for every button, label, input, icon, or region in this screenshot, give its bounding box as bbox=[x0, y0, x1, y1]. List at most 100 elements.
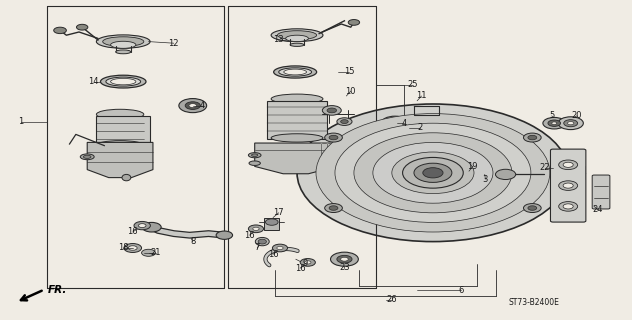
Circle shape bbox=[124, 244, 142, 252]
Circle shape bbox=[348, 20, 360, 25]
Circle shape bbox=[414, 163, 452, 182]
Circle shape bbox=[325, 204, 343, 212]
Ellipse shape bbox=[100, 75, 146, 88]
Circle shape bbox=[337, 255, 352, 263]
Circle shape bbox=[563, 183, 573, 188]
Circle shape bbox=[277, 246, 283, 250]
Text: 9: 9 bbox=[303, 260, 308, 268]
Ellipse shape bbox=[96, 140, 144, 149]
Text: 21: 21 bbox=[151, 248, 161, 257]
Circle shape bbox=[392, 152, 474, 194]
Text: 1: 1 bbox=[18, 117, 23, 126]
Ellipse shape bbox=[274, 66, 317, 78]
Circle shape bbox=[335, 123, 531, 222]
Text: 19: 19 bbox=[468, 162, 478, 171]
Ellipse shape bbox=[284, 69, 307, 75]
Ellipse shape bbox=[258, 239, 266, 244]
Circle shape bbox=[331, 252, 358, 266]
Ellipse shape bbox=[290, 43, 304, 46]
Circle shape bbox=[305, 261, 311, 264]
Circle shape bbox=[322, 106, 341, 115]
Ellipse shape bbox=[116, 50, 131, 54]
Text: 12: 12 bbox=[169, 39, 179, 48]
Circle shape bbox=[558, 117, 583, 130]
Circle shape bbox=[297, 104, 569, 242]
Text: ST73-B2400E: ST73-B2400E bbox=[509, 298, 559, 307]
Circle shape bbox=[543, 117, 566, 129]
Text: 13: 13 bbox=[273, 36, 283, 44]
Ellipse shape bbox=[122, 174, 131, 181]
Ellipse shape bbox=[96, 35, 150, 48]
Circle shape bbox=[564, 120, 578, 127]
Ellipse shape bbox=[83, 155, 91, 158]
Text: 17: 17 bbox=[274, 208, 284, 217]
Circle shape bbox=[316, 114, 550, 232]
Text: 10: 10 bbox=[346, 87, 356, 96]
Circle shape bbox=[552, 122, 557, 124]
Text: 8: 8 bbox=[190, 237, 195, 246]
Circle shape bbox=[253, 227, 259, 230]
Text: 2: 2 bbox=[418, 124, 423, 132]
Circle shape bbox=[138, 224, 146, 228]
Circle shape bbox=[76, 24, 88, 30]
Circle shape bbox=[189, 104, 197, 108]
Polygon shape bbox=[255, 143, 337, 174]
Text: 4: 4 bbox=[402, 119, 407, 128]
Ellipse shape bbox=[111, 41, 136, 48]
Circle shape bbox=[523, 204, 541, 212]
Circle shape bbox=[179, 99, 207, 113]
Ellipse shape bbox=[271, 134, 323, 142]
Ellipse shape bbox=[106, 77, 140, 86]
Circle shape bbox=[559, 181, 578, 190]
Bar bbox=[96, 116, 150, 147]
Text: FR.: FR. bbox=[47, 284, 67, 295]
Text: 23: 23 bbox=[339, 263, 349, 272]
Circle shape bbox=[408, 160, 458, 186]
Circle shape bbox=[142, 249, 155, 256]
Ellipse shape bbox=[249, 161, 260, 165]
Ellipse shape bbox=[252, 154, 258, 156]
Text: 5: 5 bbox=[549, 111, 554, 120]
Circle shape bbox=[134, 221, 150, 230]
Ellipse shape bbox=[277, 31, 317, 40]
Circle shape bbox=[403, 157, 463, 188]
Circle shape bbox=[381, 116, 409, 130]
Text: 7: 7 bbox=[255, 244, 260, 252]
Bar bbox=[267, 101, 327, 139]
FancyBboxPatch shape bbox=[550, 149, 586, 222]
Text: 22: 22 bbox=[540, 164, 550, 172]
Circle shape bbox=[272, 244, 288, 252]
Text: 25: 25 bbox=[408, 80, 418, 89]
Circle shape bbox=[523, 133, 541, 142]
Circle shape bbox=[327, 108, 336, 113]
Ellipse shape bbox=[255, 237, 269, 246]
Text: 15: 15 bbox=[344, 68, 355, 76]
Circle shape bbox=[563, 204, 573, 209]
Text: 26: 26 bbox=[387, 295, 397, 304]
Text: 3: 3 bbox=[483, 175, 488, 184]
Circle shape bbox=[341, 257, 348, 261]
Ellipse shape bbox=[96, 109, 144, 119]
Ellipse shape bbox=[103, 37, 144, 46]
Text: 16: 16 bbox=[268, 250, 278, 259]
Circle shape bbox=[563, 162, 573, 167]
Ellipse shape bbox=[111, 78, 136, 85]
Circle shape bbox=[329, 206, 338, 210]
Circle shape bbox=[337, 118, 352, 125]
Text: 16: 16 bbox=[295, 264, 305, 273]
Circle shape bbox=[128, 246, 137, 250]
Circle shape bbox=[392, 122, 398, 125]
Circle shape bbox=[559, 202, 578, 211]
Circle shape bbox=[325, 133, 343, 142]
Text: 18: 18 bbox=[118, 244, 128, 252]
Circle shape bbox=[423, 168, 443, 178]
Circle shape bbox=[495, 169, 516, 180]
Ellipse shape bbox=[286, 35, 308, 42]
Circle shape bbox=[341, 120, 348, 124]
Bar bbox=[264, 218, 279, 230]
Circle shape bbox=[54, 27, 66, 34]
Circle shape bbox=[248, 225, 264, 233]
Text: 4: 4 bbox=[200, 101, 205, 110]
Ellipse shape bbox=[271, 29, 323, 42]
Circle shape bbox=[265, 219, 278, 225]
